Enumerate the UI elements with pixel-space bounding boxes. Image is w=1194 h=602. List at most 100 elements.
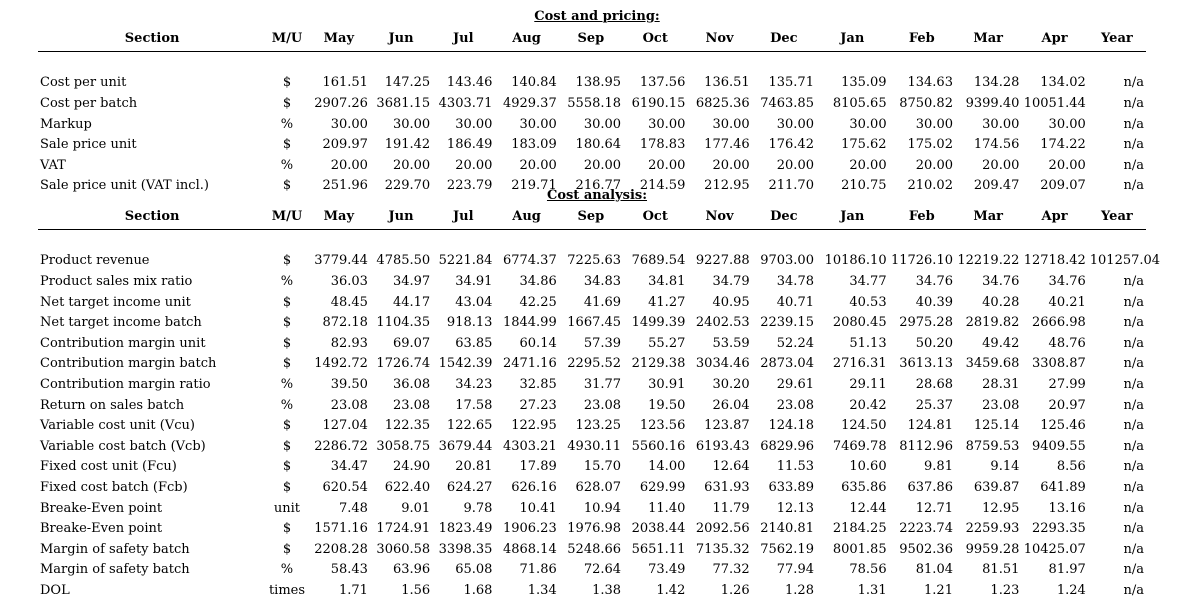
value-cell: 918.13	[446, 315, 493, 331]
value-cell: n/a	[1123, 500, 1144, 516]
value-cell: 2873.04	[760, 356, 814, 372]
value-cell: 134.02	[1040, 75, 1086, 91]
table-row: Contribution margin ratio% 39.50 36.08 34.2…	[38, 374, 1146, 395]
value-cell: 29.11	[849, 376, 887, 392]
value-cell: 9959.28	[965, 541, 1020, 557]
value-cell: n/a	[1123, 137, 1144, 153]
value-cell: 34.76	[915, 273, 953, 289]
value-cell: 51.13	[849, 335, 887, 351]
value-cell: 20.00	[455, 157, 493, 173]
value-cell: 1.24	[1056, 582, 1086, 598]
value-cell: 123.25	[575, 418, 622, 434]
table-row: Net target income unit $48.45 44.17 43.04 42…	[38, 292, 1146, 313]
value-cell: 147.25	[384, 75, 431, 91]
row-label: Margin of safety batch	[40, 541, 190, 557]
value-cell: 7225.63	[567, 253, 622, 269]
column-header: Section	[124, 208, 180, 224]
table-row: Fixed cost unit (Fcu) $34.47 24.90 20.81 17.…	[38, 457, 1146, 478]
value-cell: 178.83	[639, 137, 686, 153]
value-cell: 34.81	[648, 273, 686, 289]
value-cell: 42.25	[519, 294, 557, 310]
value-cell: 4303.21	[502, 438, 557, 454]
value-cell: 1823.49	[438, 521, 493, 537]
unit-cell: %	[280, 562, 294, 578]
value-cell: 30.00	[519, 116, 557, 132]
value-cell: 1724.91	[376, 521, 431, 537]
value-cell: 2239.15	[760, 315, 814, 331]
value-cell: 635.86	[841, 479, 887, 495]
column-header: Jun	[388, 208, 414, 224]
value-cell: 10186.10	[824, 253, 887, 269]
value-cell: 2129.38	[631, 356, 686, 372]
value-cell: 124.81	[907, 418, 953, 434]
value-cell: 3034.46	[695, 356, 750, 372]
value-cell: 20.00	[712, 157, 750, 173]
value-cell: 52.24	[776, 335, 814, 351]
value-cell: 4785.50	[376, 253, 431, 269]
unit-cell: %	[280, 157, 294, 173]
value-cell: n/a	[1123, 294, 1144, 310]
value-cell: 48.76	[1048, 335, 1086, 351]
value-cell: n/a	[1123, 397, 1144, 413]
value-cell: n/a	[1123, 315, 1144, 331]
value-cell: 6825.36	[695, 95, 750, 111]
value-cell: 81.04	[915, 562, 953, 578]
value-cell: 40.21	[1048, 294, 1086, 310]
unit-cell: $	[282, 95, 292, 111]
unit-cell: %	[280, 397, 294, 413]
value-cell: 30.00	[776, 116, 814, 132]
value-cell: 43.04	[455, 294, 493, 310]
value-cell: 3679.44	[438, 438, 493, 454]
value-cell: 17.58	[455, 397, 493, 413]
value-cell: 7562.19	[760, 541, 814, 557]
value-cell: 30.00	[1048, 116, 1086, 132]
value-cell: 186.49	[446, 137, 493, 153]
value-cell: 30.00	[392, 116, 431, 132]
column-header: Oct	[642, 30, 668, 46]
value-cell: 20.00	[519, 157, 557, 173]
value-cell: 1499.39	[631, 315, 686, 331]
value-cell: 30.00	[648, 116, 686, 132]
value-cell: 4929.37	[502, 95, 557, 111]
value-cell: 138.95	[575, 75, 622, 91]
value-cell: 7469.78	[832, 438, 887, 454]
value-cell: n/a	[1123, 95, 1144, 111]
unit-cell: $	[282, 253, 292, 269]
value-cell: 10425.07	[1023, 541, 1086, 557]
value-cell: 2038.44	[631, 521, 686, 537]
value-cell: 7463.85	[760, 95, 814, 111]
value-cell: 40.53	[849, 294, 887, 310]
value-cell: 28.31	[982, 376, 1020, 392]
unit-cell: $	[282, 137, 292, 153]
value-cell: 39.50	[330, 376, 368, 392]
table-row: Contribution margin batch $1492.72 1726.74…	[38, 354, 1146, 375]
value-cell: 77.32	[712, 562, 750, 578]
value-cell: 20.00	[776, 157, 814, 173]
value-cell: 81.51	[982, 562, 1020, 578]
value-cell: 9502.36	[899, 541, 953, 557]
header-row: Section M/U May Jun Jul Aug Sep Oct Nov Dec Jan Feb…	[38, 25, 1146, 52]
value-cell: 30.91	[648, 376, 686, 392]
unit-cell: %	[280, 116, 294, 132]
column-header: Year	[1101, 208, 1133, 224]
table-row: Fixed cost batch (Fcb) $620.54 622.40 624.2…	[38, 477, 1146, 498]
value-cell: 27.23	[519, 397, 557, 413]
value-cell: 41.27	[648, 294, 686, 310]
value-cell: 9399.40	[965, 95, 1020, 111]
table-row: DOL times 1.71 1.56 1.68 1.34 1.38 1.42 1.26 1.28…	[38, 580, 1146, 601]
value-cell: 125.14	[973, 418, 1020, 434]
row-label: Contribution margin batch	[40, 356, 217, 372]
value-cell: 125.46	[1040, 418, 1086, 434]
value-cell: 20.00	[915, 157, 953, 173]
table-row: VAT% 20.00 20.00 20.00 20.00 20.00 20.00 20.00 2…	[38, 155, 1146, 176]
value-cell: 10.94	[583, 500, 622, 516]
value-cell: 3779.44	[314, 253, 368, 269]
table-row: Breake-Even point unit 7.48 9.01 9.78 10.41 10…	[38, 498, 1146, 519]
value-cell: 5221.84	[438, 253, 493, 269]
value-cell: 26.04	[712, 397, 750, 413]
table-row: Net target income batch $872.18 1104.35 918…	[38, 312, 1146, 333]
table-row: Markup% 30.00 30.00 30.00 30.00 30.00 30.00 30.…	[38, 114, 1146, 135]
unit-cell: unit	[273, 500, 301, 516]
row-label: Return on sales batch	[40, 397, 185, 413]
table-row: Product sales mix ratio% 36.03 34.97 34.91 3…	[38, 271, 1146, 292]
